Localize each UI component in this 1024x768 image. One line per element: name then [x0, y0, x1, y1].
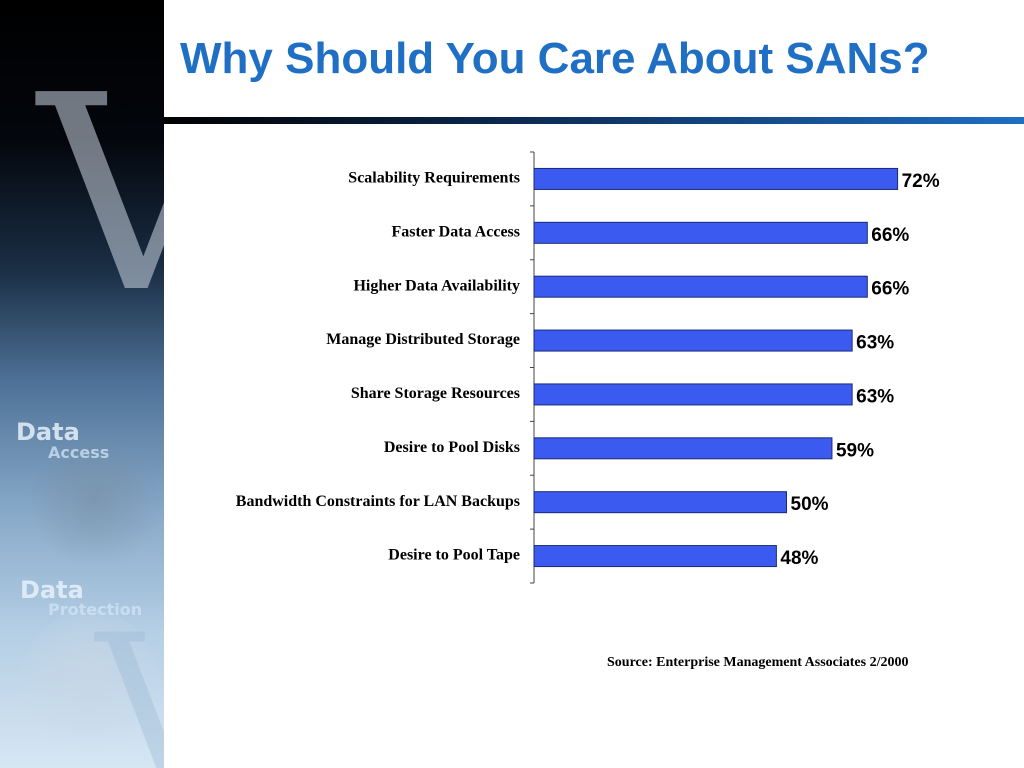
category-label: Desire to Pool Disks: [384, 439, 520, 456]
sidebar-sub-protection: Protection: [48, 600, 143, 619]
sidebar-word-data-2: Data: [20, 576, 84, 604]
bar: [533, 167, 899, 190]
sidebar-word-data-1: Data: [16, 418, 80, 446]
title-underline: [164, 117, 1024, 124]
bar: [533, 491, 787, 514]
sidebar-photo-person-2: [20, 610, 160, 760]
value-label: 50%: [791, 494, 829, 515]
sidebar-letter: V: [38, 37, 164, 352]
slide-title: Why Should You Care About SANs?: [180, 34, 930, 83]
category-label: Higher Data Availability: [353, 277, 520, 294]
category-label: Scalability Requirements: [348, 170, 520, 187]
sidebar-graphic: V Data Access Data Protection V: [0, 0, 164, 768]
value-label: 59%: [836, 440, 874, 461]
chart-axis: [530, 151, 535, 584]
bar: [533, 437, 833, 460]
bar: [533, 275, 868, 298]
value-label: 48%: [780, 548, 818, 569]
bar: [533, 221, 868, 244]
category-label: Desire to Pool Tape: [388, 547, 520, 564]
category-label: Manage Distributed Storage: [326, 331, 520, 348]
value-label: 66%: [871, 225, 909, 246]
category-label: Share Storage Resources: [351, 385, 520, 402]
value-label: 72%: [902, 171, 940, 192]
category-label: Faster Data Access: [391, 223, 520, 240]
bar: [533, 545, 777, 568]
bar: [533, 383, 853, 406]
sidebar-sub-access: Access: [48, 443, 110, 462]
source-note: Source: Enterprise Management Associates…: [607, 655, 909, 670]
value-label: 66%: [871, 279, 909, 300]
chart-bars: Scalability Requirements 72% Faster Data A…: [236, 167, 940, 569]
sidebar-photo-person-1: [30, 440, 160, 570]
sidebar-letter-lower: V: [96, 610, 164, 768]
category-label: Bandwidth Constraints for LAN Backups: [236, 493, 520, 510]
bar: [533, 329, 853, 352]
value-label: 63%: [856, 386, 894, 407]
value-label: 63%: [856, 333, 894, 354]
